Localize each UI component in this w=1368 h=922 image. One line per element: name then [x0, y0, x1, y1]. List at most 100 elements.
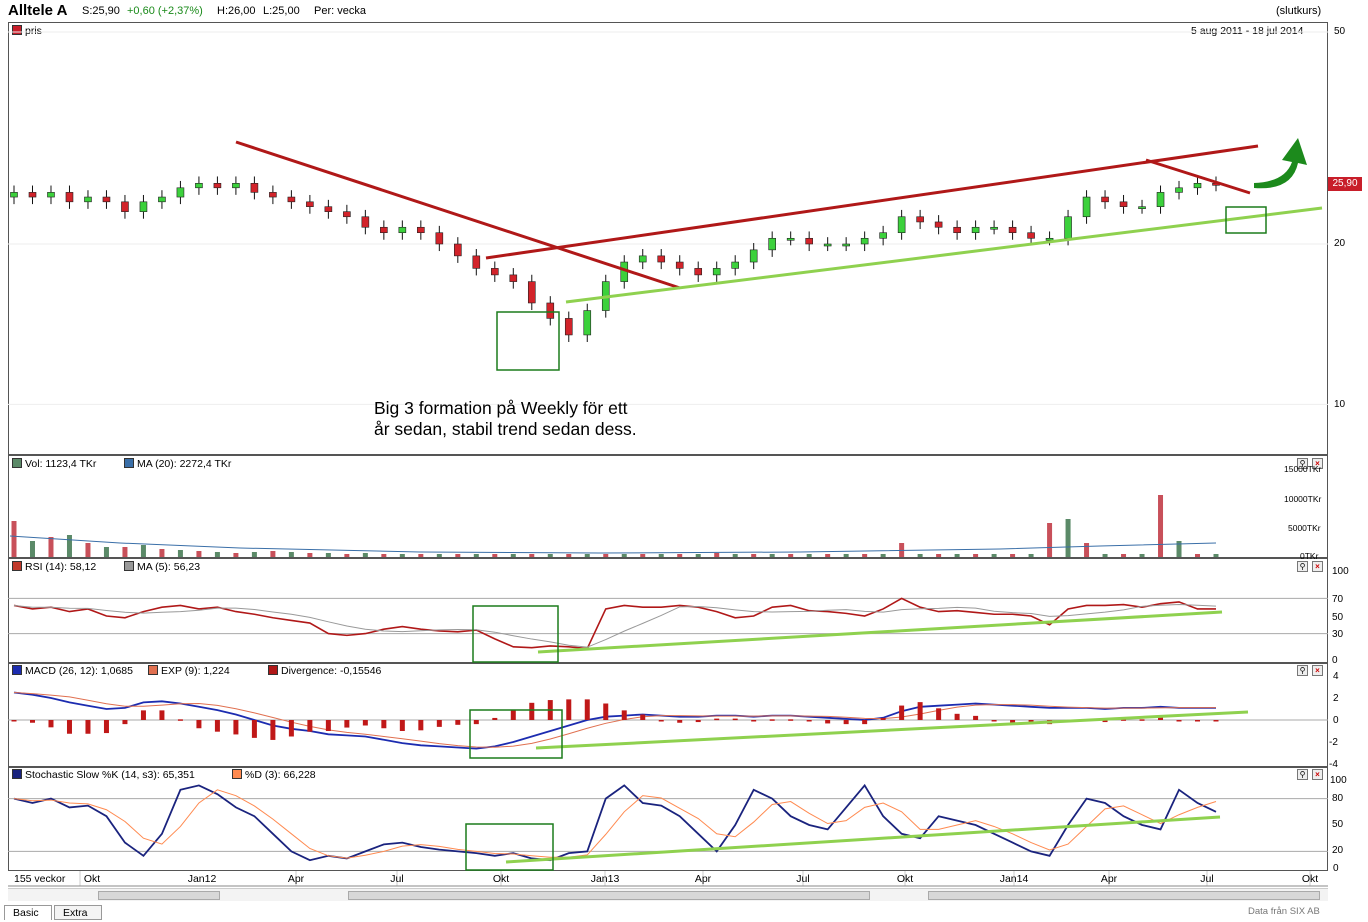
- macd-histogram-bar: [732, 718, 738, 721]
- macd-histogram-bar: [677, 720, 683, 723]
- settings-icon[interactable]: ⚲: [1297, 458, 1308, 469]
- candle-body: [250, 182, 259, 193]
- rsi-tick-label: 70: [1332, 594, 1344, 605]
- close-icon[interactable]: ×: [1312, 665, 1323, 676]
- settings-icon[interactable]: ⚲: [1297, 665, 1308, 676]
- y-tick-label: 50: [1334, 26, 1346, 37]
- scrollbar-thumb[interactable]: [98, 891, 220, 900]
- volume-bar: [1139, 554, 1145, 557]
- period-label: Per: vecka: [314, 5, 366, 17]
- macd-histogram-bar: [1010, 720, 1016, 723]
- candle-body: [546, 302, 555, 319]
- stoch-d-legend: %D (3): 66,228: [232, 769, 316, 781]
- candle-body: [934, 221, 943, 228]
- close-icon[interactable]: ×: [1312, 769, 1323, 780]
- candle-body: [509, 274, 518, 282]
- macd-histogram-bar: [29, 720, 35, 723]
- volume-bar: [159, 549, 165, 557]
- candle-body: [990, 226, 998, 230]
- rsi-tick-label: 50: [1332, 612, 1344, 623]
- volume-ma-swatch: [124, 458, 134, 468]
- x-tick-label: Jan13: [590, 873, 620, 885]
- macd-histogram-bar: [399, 720, 405, 731]
- volume-ma-label: MA (20): 2272,4 TKr: [137, 458, 232, 470]
- highlight-box: [496, 311, 560, 371]
- x-tick-label: Okt: [896, 873, 914, 885]
- macd-histogram-bar: [122, 720, 128, 725]
- macd-histogram-bar: [695, 720, 701, 723]
- candle-body: [768, 237, 776, 251]
- volume-bar: [1213, 554, 1219, 557]
- macd-histogram-bar: [954, 713, 960, 720]
- x-tick-label: Jul: [1200, 873, 1214, 885]
- x-tick-label: Okt: [83, 873, 101, 885]
- tab-extra[interactable]: Extra: [54, 905, 102, 920]
- vol-tick-label: 5000TKr: [1288, 523, 1321, 533]
- macd-histogram-bar: [603, 703, 609, 720]
- scrollbar-thumb[interactable]: [348, 891, 870, 900]
- volume-bar: [1028, 554, 1034, 557]
- macd-swatch: [12, 665, 22, 675]
- volume-bar: [11, 521, 17, 557]
- volume-bar: [48, 537, 54, 557]
- macd-histogram-bar: [1139, 719, 1145, 721]
- close-icon[interactable]: ×: [1312, 561, 1323, 572]
- macd-histogram-bar: [973, 715, 979, 720]
- macd-histogram-bar: [1121, 719, 1127, 721]
- rsi-tick-label: 100: [1332, 566, 1349, 577]
- candle-body: [324, 206, 333, 212]
- candle-body: [1138, 206, 1146, 209]
- y-tick-label: 20: [1334, 238, 1346, 249]
- volume-bar: [436, 554, 442, 557]
- macd-histogram-bar: [640, 714, 646, 720]
- macd-histogram-bar: [436, 720, 442, 727]
- settings-icon[interactable]: ⚲: [1297, 561, 1308, 572]
- macd-histogram-bar: [621, 710, 627, 720]
- scrollbar-thumb[interactable]: [928, 891, 1320, 900]
- candle-body: [28, 192, 37, 198]
- price-panel: [8, 22, 1328, 455]
- macd-histogram-bar: [177, 719, 183, 721]
- volume-bar: [695, 554, 701, 557]
- macd-histogram-bar: [455, 720, 461, 725]
- candle-body: [158, 196, 166, 203]
- volume-bar: [825, 554, 831, 557]
- candle-body: [1101, 196, 1109, 203]
- macd-histogram-bar: [936, 708, 942, 720]
- close-icon[interactable]: ×: [1312, 458, 1323, 469]
- stoch-highlight-box: [465, 823, 554, 871]
- volume-bar: [529, 554, 535, 557]
- macd-histogram-bar: [862, 720, 868, 725]
- volume-bar: [307, 553, 313, 557]
- rsi-swatch: [12, 561, 22, 571]
- chart-annotation: Big 3 formation på Weekly för ett år sed…: [374, 398, 637, 439]
- time-scrollbar[interactable]: [8, 888, 1328, 901]
- volume-bar: [492, 554, 498, 557]
- macd-histogram-bar: [288, 720, 294, 737]
- high-price: H:26,00: [217, 5, 256, 17]
- stoch-d-label: %D (3): 66,228: [245, 769, 316, 781]
- stoch-k-legend: Stochastic Slow %K (14, s3): 65,351: [12, 769, 195, 781]
- volume-ma-legend: MA (20): 2272,4 TKr: [124, 458, 231, 470]
- price-series-swatch: [12, 25, 22, 35]
- volume-bar: [270, 551, 276, 557]
- volume-bar: [418, 554, 424, 557]
- candle-body: [213, 182, 222, 189]
- candle-body: [879, 232, 887, 239]
- macd-histogram-bar: [1158, 717, 1164, 720]
- macd-div-label: Divergence: -0,15546: [281, 665, 382, 677]
- price-legend: pris: [12, 25, 42, 37]
- candle-body: [490, 268, 499, 276]
- candle-body: [269, 192, 277, 198]
- tab-basic[interactable]: Basic: [4, 905, 52, 920]
- candle-body: [398, 226, 407, 234]
- volume-bar: [1176, 541, 1182, 557]
- candle-body: [121, 201, 129, 212]
- rsi-ma-label: MA (5): 56,23: [137, 561, 201, 573]
- macd-histogram-bar: [233, 720, 239, 735]
- candle-body: [472, 255, 481, 269]
- settings-icon[interactable]: ⚲: [1297, 769, 1308, 780]
- last-price-badge: 25,90: [1328, 177, 1362, 191]
- macd-histogram-bar: [344, 720, 350, 728]
- macd-tick-label: 2: [1333, 693, 1339, 704]
